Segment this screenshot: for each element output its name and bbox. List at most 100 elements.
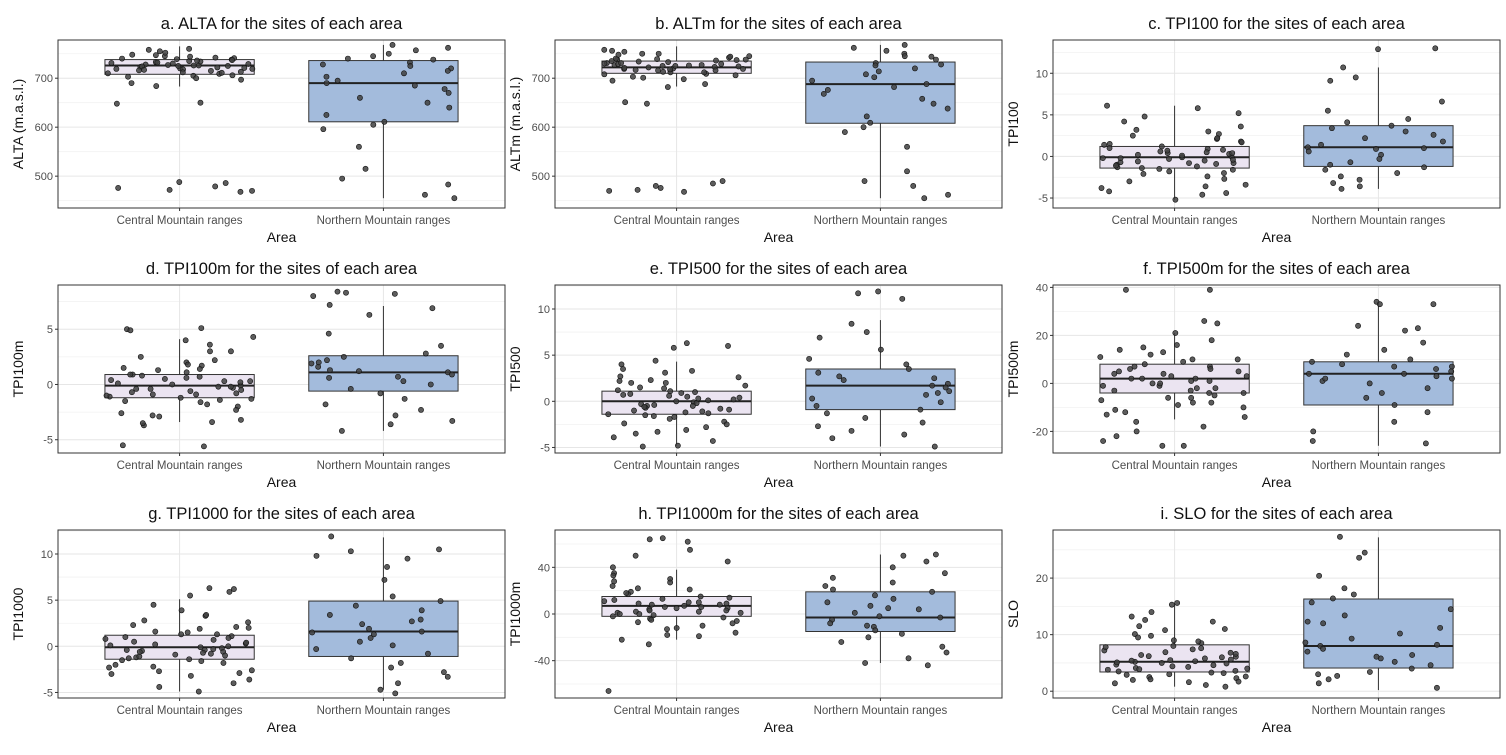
data-point xyxy=(1305,148,1312,155)
data-point xyxy=(1391,658,1398,665)
data-point xyxy=(689,403,696,409)
data-point xyxy=(1121,118,1128,125)
data-point xyxy=(231,586,237,592)
data-point xyxy=(1235,678,1242,685)
data-point xyxy=(173,56,180,63)
data-point xyxy=(1352,74,1359,81)
data-point xyxy=(915,606,922,613)
x-axis-label: Area xyxy=(764,229,794,245)
data-point xyxy=(1208,399,1215,406)
data-point xyxy=(152,641,159,648)
data-point xyxy=(683,427,690,433)
data-point xyxy=(233,406,239,413)
data-point xyxy=(692,389,698,395)
data-point xyxy=(201,443,207,450)
y-tick-label: 0 xyxy=(47,641,53,653)
data-point xyxy=(1160,349,1167,356)
data-point xyxy=(183,374,190,381)
data-point xyxy=(742,382,749,389)
data-point xyxy=(169,381,176,388)
data-point xyxy=(713,57,719,64)
data-point xyxy=(1128,613,1135,620)
data-point xyxy=(917,406,924,413)
data-point xyxy=(424,99,431,106)
data-point xyxy=(229,72,236,79)
data-point xyxy=(875,288,882,295)
data-point xyxy=(1185,679,1192,686)
data-point xyxy=(115,380,121,387)
data-point xyxy=(659,595,666,602)
data-point xyxy=(179,69,186,76)
data-point xyxy=(851,609,858,616)
chart-panel-3: -5 0 5 Central Mountain ranges Northern Moun… xyxy=(10,260,506,490)
data-point xyxy=(1214,135,1221,142)
data-point xyxy=(1205,128,1212,135)
data-point xyxy=(662,369,668,376)
data-point xyxy=(872,62,879,69)
data-point xyxy=(1341,585,1348,592)
data-point xyxy=(214,64,221,71)
data-point xyxy=(1344,119,1351,126)
panel-border xyxy=(57,39,506,209)
y-tick-label: 10 xyxy=(1036,68,1048,80)
data-point xyxy=(245,624,252,631)
data-point xyxy=(155,367,161,374)
data-point xyxy=(197,644,204,651)
data-point xyxy=(627,391,634,397)
data-point xyxy=(326,374,332,381)
data-point xyxy=(411,82,418,89)
data-point xyxy=(1424,409,1431,416)
data-point xyxy=(1156,166,1163,172)
data-point xyxy=(934,390,941,396)
data-point xyxy=(1220,670,1227,677)
data-point xyxy=(1202,183,1209,190)
data-point xyxy=(184,629,191,636)
data-point xyxy=(1162,649,1169,656)
data-point xyxy=(1136,623,1143,630)
data-point xyxy=(824,410,830,417)
data-point xyxy=(606,187,613,194)
data-point xyxy=(1166,156,1172,162)
data-point xyxy=(1212,385,1219,392)
data-point xyxy=(226,588,233,595)
x-axis-label: Area xyxy=(267,719,297,735)
data-point xyxy=(670,344,677,351)
data-point xyxy=(1394,170,1401,176)
x-tick-label: Northern Mountain ranges xyxy=(317,215,451,227)
data-point xyxy=(1195,638,1202,645)
data-point xyxy=(139,420,146,427)
data-point xyxy=(1112,680,1118,687)
data-point xyxy=(662,379,669,386)
y-tick-label: 600 xyxy=(532,122,550,134)
data-point xyxy=(824,599,831,606)
data-point xyxy=(1433,366,1439,372)
data-point xyxy=(1126,178,1133,185)
data-point xyxy=(152,628,159,635)
data-point xyxy=(133,385,140,392)
data-point xyxy=(187,592,193,599)
data-point xyxy=(650,413,657,419)
data-point xyxy=(615,51,622,58)
data-point xyxy=(1157,148,1164,155)
chart-panel-7: -40 0 40 Central Mountain ranges Northern Mo… xyxy=(507,505,1003,735)
data-point xyxy=(614,387,621,394)
chart-title: g. TPI1000 for the sites of each area xyxy=(148,505,415,523)
data-point xyxy=(686,586,693,593)
data-point xyxy=(1174,342,1180,348)
data-point xyxy=(1172,330,1179,336)
data-point xyxy=(225,643,232,650)
data-point xyxy=(716,601,723,608)
data-point xyxy=(1147,676,1154,683)
y-tick-label: 500 xyxy=(532,171,550,183)
data-point xyxy=(687,546,693,553)
data-point xyxy=(1193,385,1200,392)
y-tick-label: 0 xyxy=(1042,378,1048,390)
data-point xyxy=(1111,387,1118,394)
data-point xyxy=(200,649,206,656)
data-point xyxy=(642,412,649,419)
data-point xyxy=(250,334,257,340)
data-point xyxy=(1433,373,1440,380)
data-point xyxy=(186,656,193,663)
data-point xyxy=(1343,351,1350,358)
